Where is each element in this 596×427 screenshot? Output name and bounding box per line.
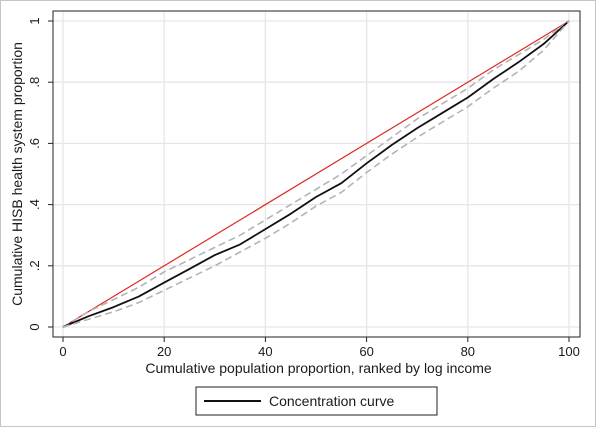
series-line-concentration bbox=[62, 20, 570, 328]
y-tick-label: .2 bbox=[27, 260, 42, 271]
y-axis-title: Cumulative HISB health system proportion bbox=[9, 42, 25, 306]
y-tick-label: .6 bbox=[27, 138, 42, 149]
legend-label-concentration-curve: Concentration curve bbox=[269, 393, 395, 409]
series-line-lower-ci bbox=[62, 20, 570, 328]
series-layer bbox=[62, 20, 570, 328]
x-tick-label: 40 bbox=[258, 344, 272, 359]
y-tick-label: 0 bbox=[27, 323, 42, 330]
series-line-upper-ci bbox=[62, 20, 570, 328]
x-tick-label: 100 bbox=[558, 344, 580, 359]
x-axis-ticks: 0 20 40 60 80 100 bbox=[59, 337, 580, 359]
x-axis-title: Cumulative population proportion, ranked… bbox=[145, 360, 492, 376]
x-tick-label: 0 bbox=[59, 344, 66, 359]
grid-lines bbox=[53, 11, 580, 337]
y-axis-ticks: 0 .2 .4 .6 .8 1 bbox=[27, 17, 53, 331]
legend: Concentration curve bbox=[195, 386, 438, 416]
x-tick-label: 60 bbox=[359, 344, 373, 359]
series-line-equality bbox=[62, 20, 570, 328]
plot-area-border bbox=[52, 10, 581, 338]
y-tick-label: .8 bbox=[27, 77, 42, 88]
y-tick-label: 1 bbox=[27, 17, 42, 24]
y-tick-label: .4 bbox=[27, 199, 42, 210]
x-tick-label: 20 bbox=[157, 344, 171, 359]
x-tick-label: 80 bbox=[461, 344, 475, 359]
